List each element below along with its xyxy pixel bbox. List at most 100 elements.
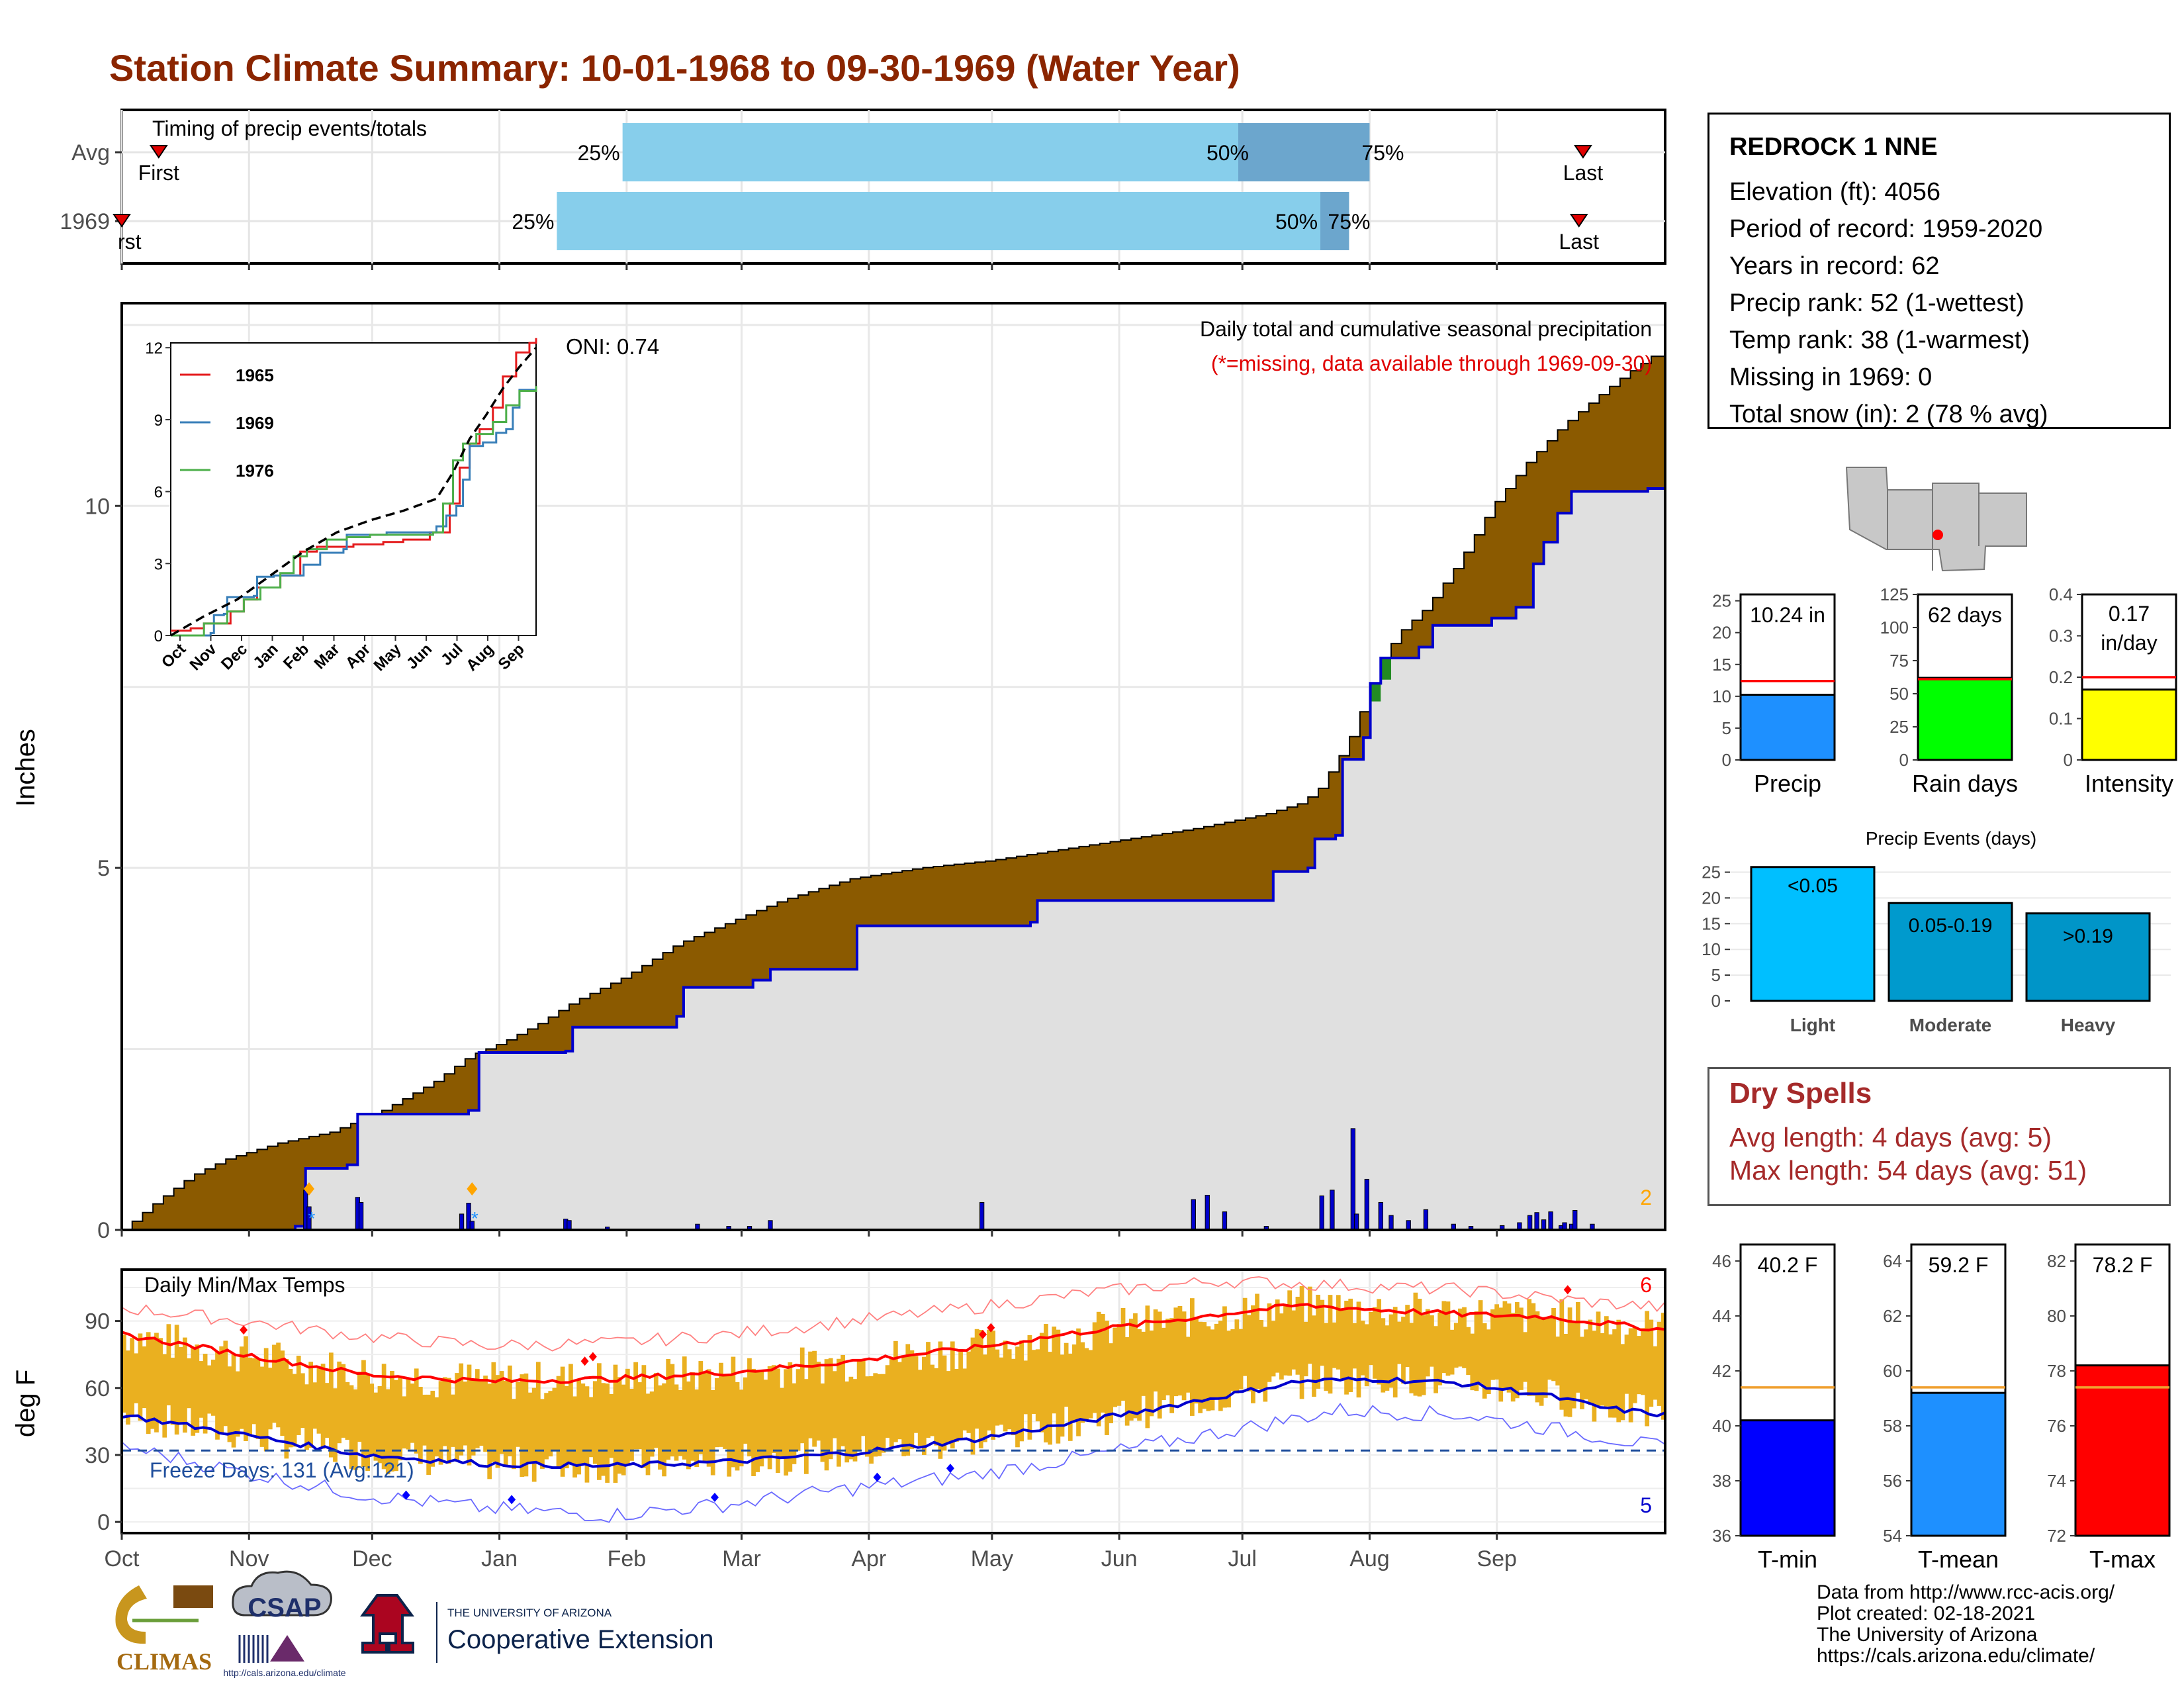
- temp-stats-tmax-ytick-label: 76: [2047, 1416, 2066, 1436]
- events-ytick-label: 10: [1702, 939, 1721, 959]
- timing-bar-25-50: [622, 123, 1238, 181]
- daily-temp-bar: [349, 1385, 354, 1469]
- daily-temp-bar: [215, 1350, 220, 1440]
- daily-temp-bar: [544, 1393, 549, 1460]
- daily-temp-bar: [735, 1382, 740, 1471]
- daily-temp-bar: [856, 1360, 862, 1452]
- stats-raindays-ytick-label: 100: [1880, 618, 1909, 637]
- events-ytick-label: 15: [1702, 914, 1721, 933]
- record-low-count: 5: [1640, 1493, 1652, 1517]
- credit-plot-created: Plot created: 02-18-2021: [1817, 1603, 2036, 1624]
- temp-stats-tmax-ytick-label: 72: [2047, 1526, 2066, 1546]
- daily-temp-bar: [991, 1331, 996, 1440]
- events-bar: [1750, 866, 1876, 1002]
- daily-temp-bar: [1238, 1329, 1244, 1389]
- daily-temp-bar: [1072, 1344, 1077, 1421]
- inset-ytick-label: 12: [145, 340, 163, 357]
- stats-intensity-value-unit: in/day: [2101, 631, 2157, 655]
- dry-spells-box: Dry Spells Avg length: 4 days (avg: 5) M…: [1707, 1067, 2171, 1206]
- daily-temp-bar: [649, 1391, 655, 1457]
- daily-temp-bar: [495, 1375, 500, 1468]
- daily-temp-bar: [780, 1387, 784, 1459]
- daily-temp-bar: [706, 1369, 711, 1467]
- daily-temp-bar: [491, 1362, 496, 1462]
- daily-temp-bar: [1498, 1307, 1504, 1402]
- daily-temp-bar: [674, 1384, 679, 1461]
- daily-temp-bar: [844, 1381, 850, 1463]
- daily-temp-bar: [1100, 1314, 1105, 1413]
- daily-temp-bar: [1105, 1321, 1109, 1435]
- station-location-dot: [1933, 530, 1943, 540]
- daily-precip-bar: [979, 1201, 985, 1231]
- daily-temp-bar: [897, 1362, 902, 1440]
- events-ytick-label: 0: [1711, 991, 1721, 1011]
- daily-temp-bar: [1527, 1299, 1532, 1396]
- precip-ylabel: Inches: [11, 729, 40, 807]
- snow-asterisk: *: [308, 1208, 316, 1229]
- daily-temp-bar: [1044, 1324, 1048, 1443]
- daily-temp-bar: [1352, 1323, 1357, 1369]
- daily-temp-bar: [259, 1366, 265, 1447]
- daily-temp-bar: [1401, 1317, 1406, 1384]
- freeze-days-label: Freeze Days: 131 (Avg:121): [150, 1458, 414, 1482]
- daily-temp-bar: [1128, 1319, 1134, 1421]
- daily-temp-bar: [860, 1359, 866, 1436]
- daily-temp-bar: [1441, 1301, 1447, 1374]
- snow-marker: [467, 1182, 478, 1196]
- record-high-marker: [1563, 1285, 1572, 1295]
- daily-temp-bar: [641, 1365, 647, 1468]
- precip-title: Daily total and cumulative seasonal prec…: [1200, 317, 1652, 341]
- daily-temp-bar: [926, 1342, 931, 1438]
- daily-temp-bar: [609, 1393, 614, 1458]
- timing-last-label: Last: [1559, 230, 1600, 254]
- daily-temp-bar: [345, 1382, 350, 1440]
- daily-temp-bar: [592, 1381, 598, 1464]
- daily-temp-bar: [633, 1362, 638, 1450]
- daily-temp-bar: [1344, 1300, 1349, 1395]
- daily-precip-bar: [1406, 1220, 1411, 1231]
- temp-ytick-label: 30: [85, 1443, 110, 1468]
- daily-temp-bar: [1490, 1309, 1495, 1380]
- daily-temp-bar: [1535, 1311, 1540, 1403]
- daily-precip-bar: [1388, 1215, 1394, 1231]
- daily-temp-bar: [365, 1374, 370, 1472]
- daily-temp-bar: [385, 1389, 390, 1475]
- daily-temp-bar: [569, 1364, 573, 1463]
- daily-temp-bar: [1417, 1298, 1422, 1397]
- daily-temp-bar: [1206, 1326, 1211, 1411]
- csap-logo-mountain: [270, 1635, 304, 1662]
- daily-temp-bar: [251, 1358, 257, 1425]
- daily-temp-bar: [1624, 1335, 1629, 1394]
- ua-logo-a: [360, 1594, 414, 1654]
- daily-temp-bar: [146, 1332, 151, 1434]
- daily-temp-bar: [1340, 1309, 1345, 1380]
- temp-stats-tmin-value-label: 40.2 F: [1758, 1253, 1818, 1277]
- daily-temp-bar: [1295, 1296, 1300, 1375]
- timing-pct-75: 75%: [1361, 141, 1404, 165]
- daily-temp-bar: [471, 1380, 476, 1456]
- daily-temp-bar: [784, 1369, 789, 1476]
- daily-temp-bar: [1510, 1313, 1516, 1402]
- daily-temp-bar: [1116, 1324, 1122, 1406]
- timing-pct-75: 75%: [1328, 210, 1370, 234]
- daily-temp-bar: [1307, 1286, 1312, 1364]
- daily-temp-bar: [1641, 1328, 1645, 1395]
- daily-temp-bar: [1332, 1322, 1337, 1368]
- stats-precip-ytick-label: 5: [1722, 718, 1731, 738]
- climas-logo-text: CLIMAS: [116, 1648, 212, 1675]
- daily-temp-bar: [1458, 1308, 1463, 1367]
- daily-temp-bar: [743, 1377, 748, 1444]
- daily-temp-bar: [841, 1354, 845, 1446]
- daily-temp-bar: [1303, 1321, 1308, 1377]
- daily-temp-bar: [414, 1368, 419, 1454]
- daily-temp-bar: [601, 1383, 606, 1476]
- daily-temp-bar: [1385, 1325, 1390, 1391]
- timing-bar-50-75: [1320, 192, 1349, 250]
- daily-temp-bar: [1567, 1307, 1572, 1417]
- daily-temp-bar: [520, 1374, 525, 1477]
- temp-stats-tmin-name: T-min: [1758, 1546, 1817, 1573]
- daily-temp-bar: [893, 1340, 898, 1442]
- daily-temp-bar: [617, 1377, 622, 1474]
- temp-stats-tmean-bar: [1910, 1391, 2007, 1537]
- temp-stats-tmean-value-label: 59.2 F: [1929, 1253, 1989, 1277]
